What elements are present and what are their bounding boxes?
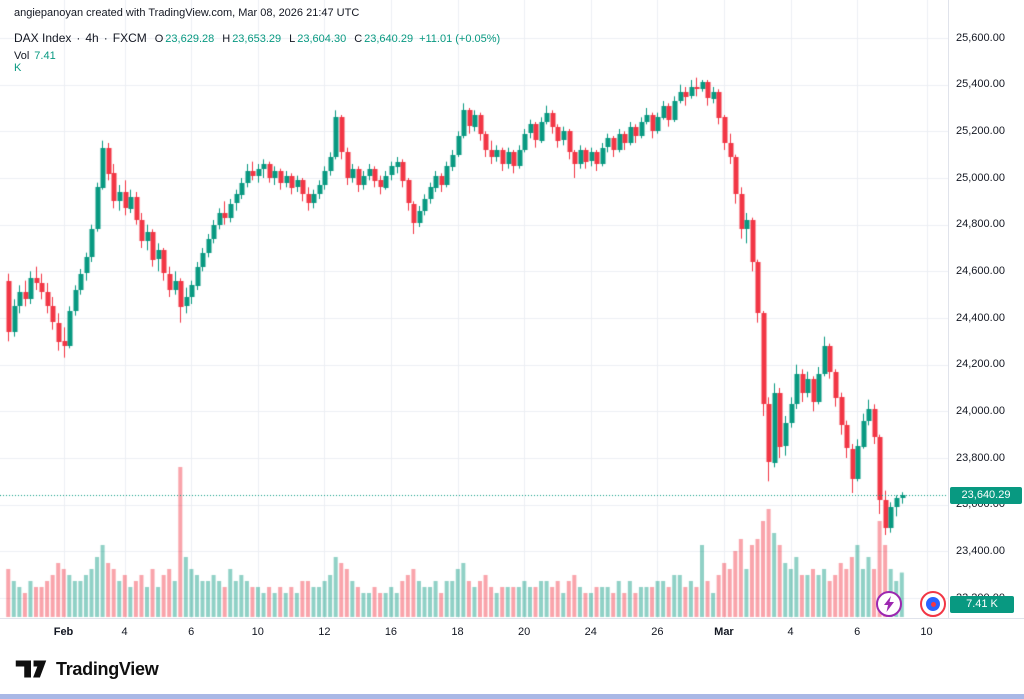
bullseye-icon: [926, 597, 940, 611]
price-axis[interactable]: 23,640.29 7.41 K 25,600.00 25,400.00 25,20…: [948, 0, 1024, 618]
price-axis-label: 24,800.00: [956, 218, 1005, 231]
low-value: 23,604.30: [297, 33, 347, 45]
low-key: L: [289, 33, 296, 45]
volume-value: 7.41 K: [14, 50, 56, 74]
time-axis-label: 10: [251, 626, 264, 638]
price-axis-label: 23,400.00: [956, 544, 1005, 557]
high-key: H: [222, 33, 231, 45]
open-value: 23,629.28: [165, 33, 215, 45]
price-axis-label: 25,200.00: [956, 124, 1005, 137]
lightning-icon: [884, 596, 894, 612]
time-axis-label: 6: [854, 626, 861, 638]
time-axis-label: 4: [121, 626, 128, 638]
chart-pane[interactable]: [0, 0, 948, 618]
time-axis-label: 12: [318, 626, 331, 638]
time-axis-label: 4: [787, 626, 794, 638]
price-axis-label: 25,000.00: [956, 171, 1005, 184]
price-axis-label: 24,600.00: [956, 264, 1005, 277]
reaction-target-button[interactable]: [920, 591, 946, 617]
symbol-name[interactable]: DAX Index: [14, 31, 72, 45]
reaction-lightning-button[interactable]: [876, 591, 902, 617]
price-axis-label: 24,000.00: [956, 404, 1005, 417]
legend-separator: ·: [103, 31, 108, 45]
legend-separator: ·: [76, 31, 81, 45]
high-value: 23,653.29: [232, 33, 282, 45]
attribution-text: angiepanoyan created with TradingView.co…: [14, 7, 360, 19]
price-axis-label: 24,400.00: [956, 311, 1005, 324]
horizontal-scrollbar[interactable]: [0, 694, 1024, 699]
exchange-label: FXCM: [112, 31, 147, 45]
time-axis[interactable]: Feb 4 6 10 12 16 18 20 24 26 Mar 4 6 10: [0, 618, 1024, 649]
volume-key: Vol: [14, 50, 30, 62]
last-volume-badge: 7.41 K: [950, 596, 1014, 613]
volume-legend: Vol 7.41 K: [14, 50, 56, 74]
tradingview-logo-icon: [15, 660, 47, 678]
price-axis-label: 25,600.00: [956, 31, 1005, 44]
price-axis-label: 25,400.00: [956, 78, 1005, 91]
price-axis-label: 23,800.00: [956, 451, 1005, 464]
time-axis-label: 20: [518, 626, 531, 638]
time-axis-label: 16: [384, 626, 398, 638]
tradingview-logo[interactable]: TradingView: [14, 658, 159, 680]
change-value: +11.01 (+0.05%): [419, 33, 501, 45]
time-axis-label: Mar: [714, 626, 734, 638]
time-axis-label: 18: [451, 626, 464, 638]
time-axis-label: 24: [584, 626, 597, 638]
time-axis-label: 10: [920, 626, 933, 638]
time-axis-label: Feb: [53, 626, 74, 638]
time-axis-label: 6: [188, 626, 195, 638]
close-key: C: [354, 33, 363, 45]
footer: TradingView: [0, 648, 1024, 694]
close-value: 23,640.29: [364, 33, 414, 45]
open-key: O: [154, 33, 164, 45]
candlestick-chart-canvas[interactable]: [0, 0, 948, 618]
last-price-badge: 23,640.29: [950, 486, 1022, 504]
time-axis-label: 26: [651, 626, 664, 638]
interval-label[interactable]: 4h: [85, 31, 99, 45]
chart-legend: DAX Index · 4h · FXCM O 23,629.28 H 23,653.29 L 23…: [14, 31, 500, 45]
tradingview-wordmark: TradingView: [56, 658, 159, 679]
price-axis-label: 24,200.00: [956, 358, 1005, 371]
